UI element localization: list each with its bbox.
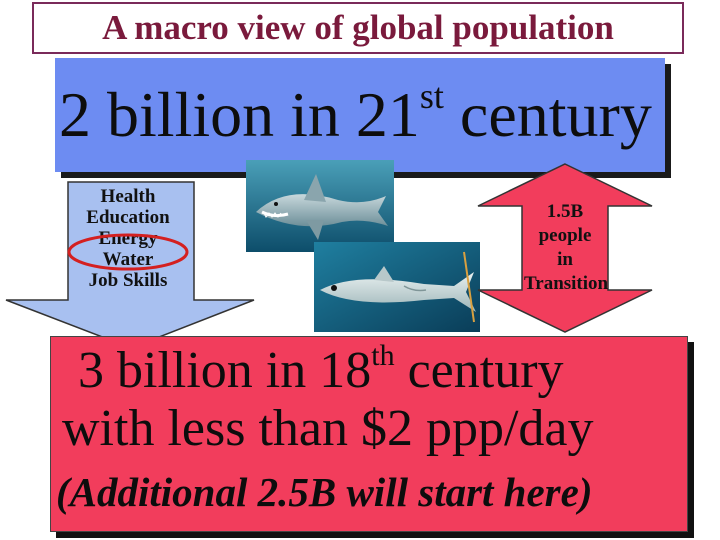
top-banner-text-after: century [443,79,652,150]
arrow-list: Health Education Energy Water Job Skills [60,186,196,291]
arrow-list-item-water: Water [102,249,154,270]
top-banner-text-before: 2 billion in 21 [59,79,420,150]
top-banner-superscript: st [419,76,444,116]
transition-line-4: Transition [524,273,609,294]
arrow-list-item-health: Health [100,186,156,207]
slide-title: A macro view of global population [102,8,614,47]
arrow-list-item-education: Education [86,207,170,228]
top-banner: 2 billion in 21st century [55,58,665,172]
bottom-line-3: (Additional 2.5B will start here) [56,469,593,515]
shark-photo-icon [246,160,394,252]
bottom-line-1: 3 billion in 18th century [78,339,564,400]
bottom-line-1-before: 3 billion in 18 [78,342,372,399]
transition-line-2: people [538,225,592,246]
double-arrow-icon [477,163,653,333]
bottom-line-1-after: century [394,342,564,399]
arrow-list-item-energy: Energy [98,228,158,249]
top-banner-text: 2 billion in 21st century [59,78,652,147]
transition-line-1: 1.5B [546,201,584,222]
bottom-line-2: with less than $2 ppp/day [62,400,594,457]
bottom-box [50,336,688,532]
transition-label: 1.5B people in Transition [524,200,609,296]
down-arrow-icon [5,181,255,349]
fish-photo-icon [314,242,480,332]
title-box: A macro view of global population [32,2,684,54]
arrow-list-item-job-skills: Job Skills [88,270,168,291]
bottom-line-1-superscript: th [371,339,395,372]
transition-line-3: in [557,249,573,270]
energy-highlight-ellipse-icon [67,233,189,271]
